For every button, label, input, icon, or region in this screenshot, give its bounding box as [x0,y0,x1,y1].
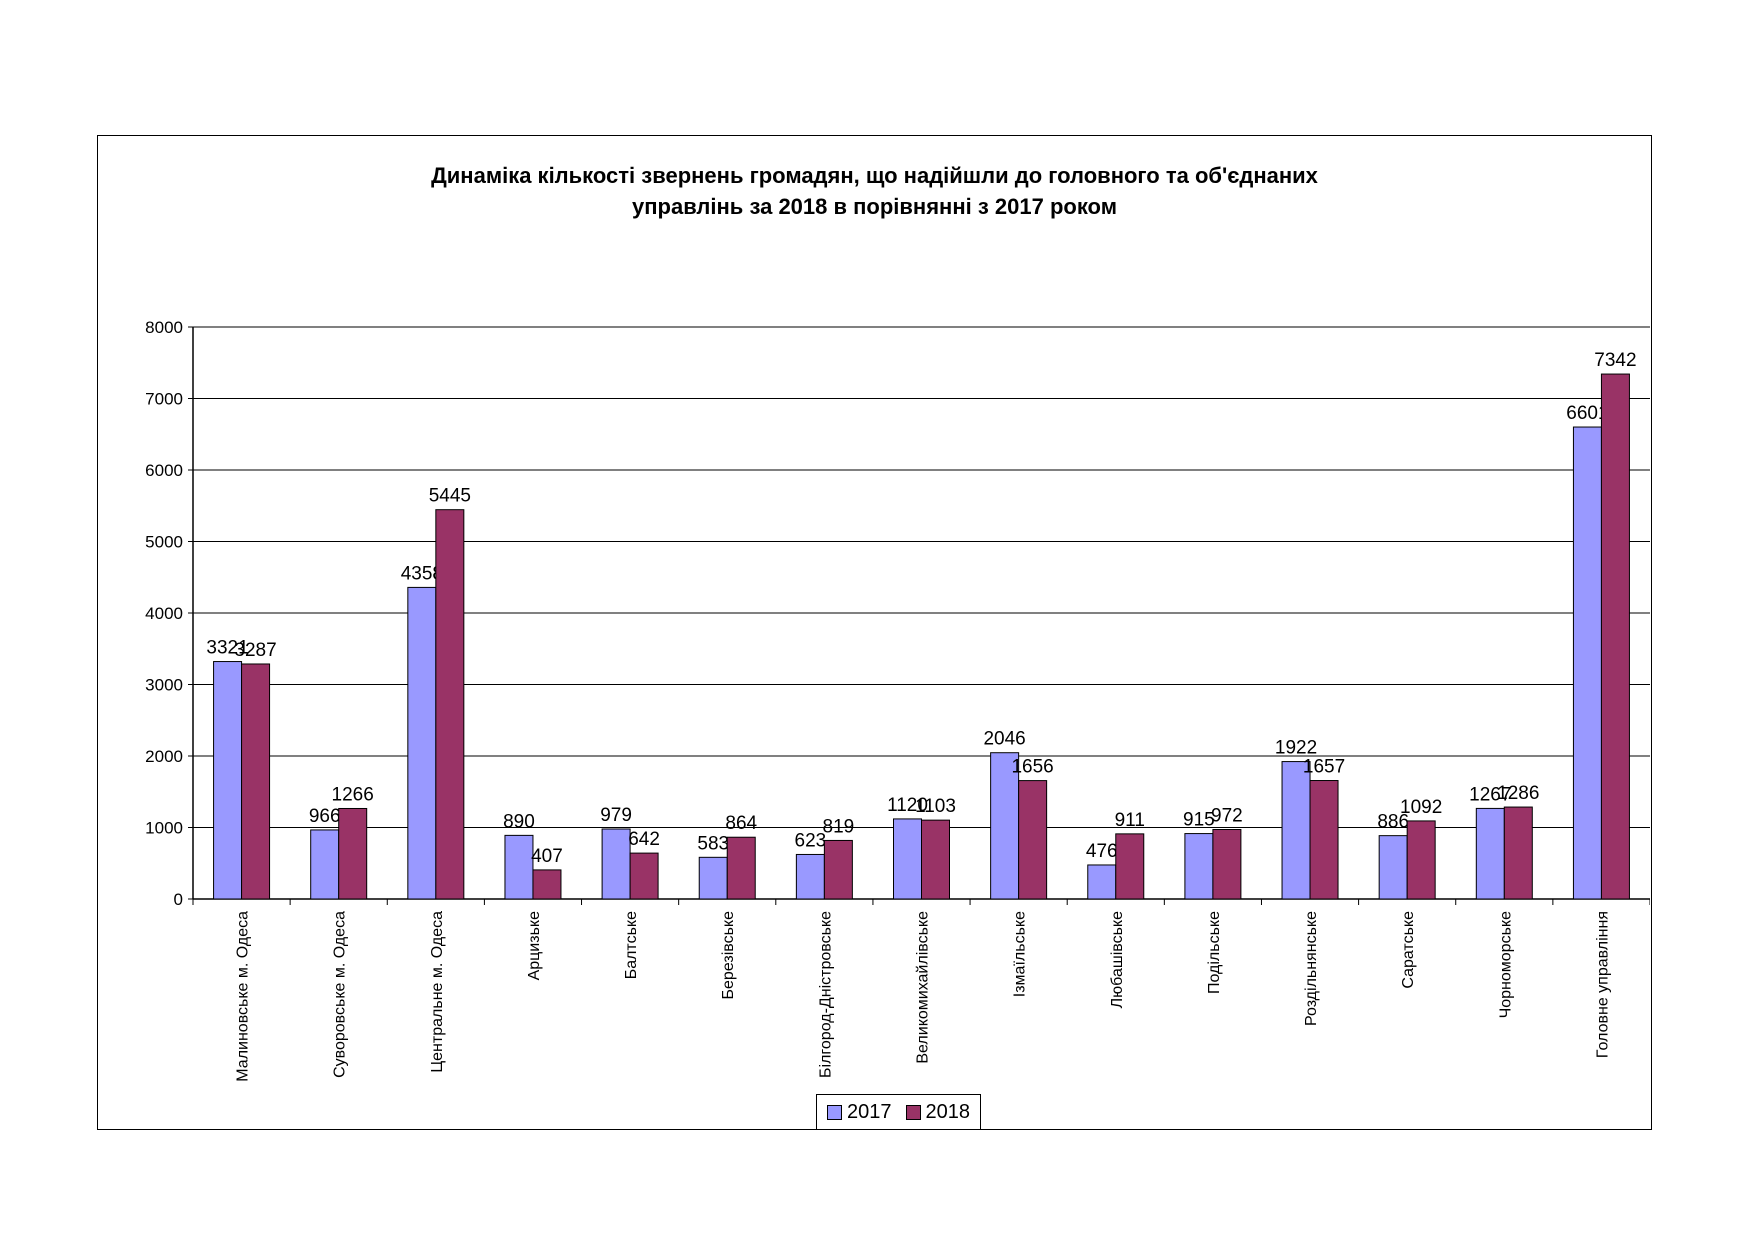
bar-2018 [921,819,950,900]
data-label-2018: 1656 [1011,757,1053,778]
data-label-2018: 864 [725,813,757,834]
data-label-2018: 972 [1211,806,1243,827]
data-label-2017: 583 [697,833,729,854]
bar-2017 [407,586,437,900]
x-category-label: Саратське [1400,911,1417,989]
legend-label-2018: 2018 [925,1100,971,1123]
bar-2017 [1184,833,1214,900]
data-label-2018: 1286 [1497,783,1539,804]
bar-2018 [338,807,368,900]
bar-2017 [504,834,534,900]
data-label-2018: 911 [1115,810,1145,831]
x-category-label: Білгород-Дністровське [817,911,834,1078]
chart-title-line-2: управлінь за 2018 в порівнянні з 2017 ро… [632,194,1117,219]
x-category-label: Центральне м. Одеса [429,911,446,1073]
bar-2017 [1475,807,1505,900]
chart-legend: 2017 2018 [816,1094,981,1130]
data-label-2017: 1922 [1275,738,1317,759]
x-category-label: Роздільнянське [1303,911,1320,1026]
data-label-2017: 890 [503,811,535,832]
bar-2017 [601,828,631,900]
x-category-label: Балтське [623,911,640,979]
chart-frame: Динаміка кількості звернень громадян, що… [97,135,1652,1130]
bar-2018 [435,509,465,900]
bar-2018 [1018,780,1048,900]
bar-2017 [1281,761,1311,900]
y-tick-label: 0 [174,890,183,909]
bar-2017 [698,856,728,900]
chart-title-line-1: Динаміка кількості звернень громадян, що… [431,163,1318,188]
x-category-label: Суворовське м. Одеса [332,911,349,1078]
bar-2017 [893,818,922,900]
bar-2017 [1087,864,1117,900]
y-tick-label: 5000 [145,533,183,552]
data-label-2018: 1103 [915,796,956,817]
data-label-2018: 5445 [429,486,471,507]
data-label-2017: 979 [600,805,632,826]
data-label-2017: 2046 [983,729,1025,750]
legend-swatch-2017 [827,1104,842,1120]
legend-label-2017: 2017 [847,1100,892,1123]
bar-2018 [726,836,756,900]
legend-item-2017: 2017 [827,1101,892,1124]
bar-2018 [823,839,853,900]
y-tick-label: 1000 [145,819,183,838]
data-label-2017: 915 [1183,810,1215,831]
data-label-2017: 623 [795,830,827,851]
data-label-2017: 476 [1086,841,1118,862]
y-tick-label: 6000 [145,461,183,480]
chart-title: Динаміка кількості звернень громадян, що… [98,160,1651,222]
x-category-label: Головне управління [1594,911,1611,1058]
bar-2018 [1503,806,1533,900]
data-label-2018: 1657 [1303,757,1345,778]
x-category-label: Чорноморське [1497,911,1514,1019]
y-tick-label: 7000 [145,390,183,409]
x-category-label: Ізмаїльське [1012,911,1029,997]
legend-item-2018: 2018 [905,1100,971,1124]
bar-2018 [1309,780,1339,900]
bar-2018 [629,852,659,900]
bar-2017 [1378,835,1408,900]
data-label-2017: 3321 [206,638,248,659]
data-label-2017: 886 [1377,812,1409,833]
bar-2017 [990,752,1020,900]
data-label-2018: 407 [531,846,563,867]
bar-2018 [1406,820,1436,900]
bar-2017 [213,661,243,900]
legend-swatch-2018 [905,1104,921,1120]
data-label-2018: 1092 [1400,797,1442,818]
x-category-label: Подільське [1206,911,1223,994]
chart-plot: 0 1000 2000 3000 4000 5000 6000 7000 8000 3321328… [145,318,1650,1082]
bar-2018 [241,663,271,900]
bar-2018 [532,869,562,900]
data-label-2017: 6601 [1566,403,1608,424]
data-label-2018: 7342 [1594,350,1636,371]
data-label-2017: 966 [309,806,341,827]
x-category-label: Великомихайлівське [915,911,932,1064]
bar-2018 [1115,833,1145,900]
data-label-2018: 819 [823,816,855,837]
x-category-label: Арцизьке [526,911,543,981]
bar-2018 [1212,829,1242,900]
data-label-2018: 1266 [332,784,374,805]
data-label-2018: 3287 [234,640,276,661]
data-label-2017: 1120 [887,795,928,816]
bar-2017 [310,829,340,900]
data-label-2017: 1267 [1469,784,1511,805]
x-category-label: Березівське [720,911,737,1000]
y-tick-label: 2000 [145,747,183,766]
x-category-label: Малиновське м. Одеса [235,911,252,1082]
x-category-label: Любашівське [1109,911,1126,1008]
data-label-2018: 642 [628,829,660,850]
bar-2017 [795,853,825,900]
bar-2018 [1600,373,1630,900]
y-tick-label: 8000 [145,318,183,337]
bar-2017 [1572,426,1602,900]
y-tick-label: 4000 [145,604,183,623]
y-tick-label: 3000 [145,676,183,695]
data-label-2017: 4358 [401,563,443,584]
